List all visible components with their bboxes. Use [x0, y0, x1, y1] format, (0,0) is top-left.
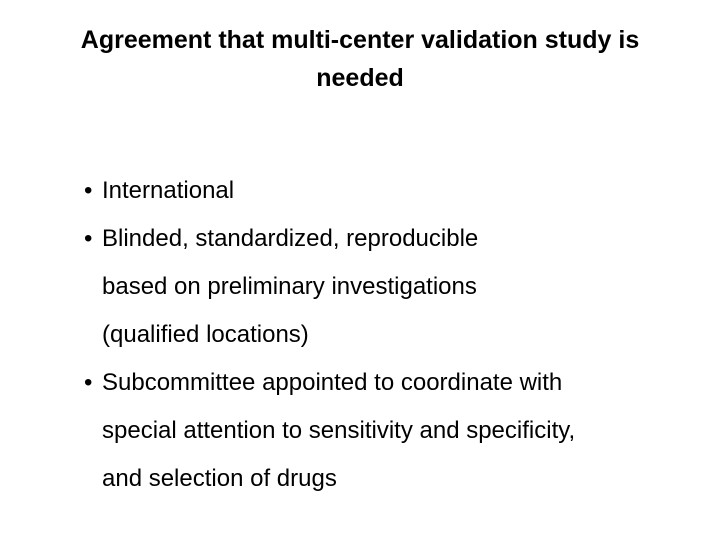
bullet-text: Subcommittee appointed to coordinate wit…	[102, 369, 562, 396]
bullet-list: International Blinded, standardized, rep…	[30, 167, 690, 263]
slide: Agreement that multi-center validation s…	[0, 0, 720, 540]
bullet-continuation: based on preliminary investigations	[30, 263, 690, 311]
bullet-list: Subcommittee appointed to coordinate wit…	[30, 359, 690, 407]
title-line-1: Agreement that multi-center validation s…	[81, 26, 639, 54]
bullet-continuation: (qualified locations)	[30, 311, 690, 359]
bullet-continuation: and selection of drugs	[30, 455, 690, 503]
title-line-2: needed	[316, 64, 404, 92]
bullet-text: Blinded, standardized, reproducible	[102, 225, 478, 252]
bullet-continuation: special attention to sensitivity and spe…	[30, 407, 690, 455]
bullet-text: International	[102, 177, 234, 204]
list-item: Blinded, standardized, reproducible	[84, 215, 690, 263]
slide-title: Agreement that multi-center validation s…	[30, 22, 690, 97]
list-item: Subcommittee appointed to coordinate wit…	[84, 359, 690, 407]
list-item: International	[84, 167, 690, 215]
